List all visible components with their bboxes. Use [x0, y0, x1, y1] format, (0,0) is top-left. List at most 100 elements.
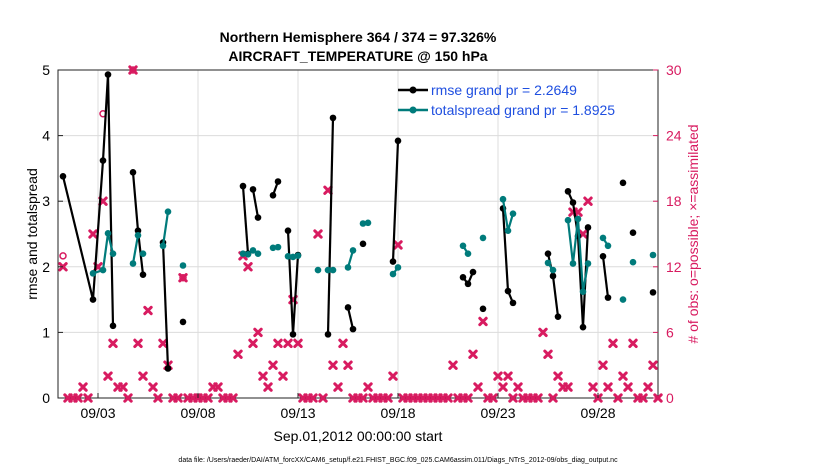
rmse-line-segment	[286, 230, 300, 336]
spread-point	[499, 195, 507, 203]
spread-point	[99, 266, 107, 274]
spread-point	[619, 296, 627, 303]
rmse-point	[134, 227, 142, 235]
rmse-line-segment	[601, 256, 610, 298]
obs-assimilated-marker	[88, 229, 98, 239]
spread-point	[564, 216, 572, 224]
rmse-point	[59, 172, 67, 180]
obs-assimilated-marker	[318, 393, 328, 403]
x-tick-label: 09/23	[480, 405, 515, 421]
obs-assimilated-marker	[203, 393, 213, 403]
spread-point	[289, 253, 297, 261]
obs-assimilated-marker	[498, 382, 508, 392]
spread-line-segment	[92, 232, 115, 275]
obs-assimilated-marker	[468, 349, 478, 359]
spread-point	[249, 247, 257, 254]
obs-possible-marker	[179, 273, 187, 282]
spread-point	[164, 208, 172, 215]
obs-assimilated-marker	[503, 371, 513, 381]
rmse-point	[554, 313, 562, 320]
y2-tick-label: 30	[666, 62, 682, 78]
spread-point	[324, 266, 332, 274]
rmse-point	[479, 305, 487, 313]
obs-assimilated-marker	[263, 382, 273, 392]
obs-assimilated-marker	[588, 382, 598, 392]
spread-point	[359, 220, 367, 227]
rmse-line-segment	[241, 186, 250, 254]
obs-assimilated-marker	[473, 382, 483, 392]
chart-subtitle: AIRCRAFT_TEMPERATURE @ 150 hPa	[228, 48, 487, 64]
rmse-point	[569, 199, 577, 206]
spread-point	[569, 260, 577, 267]
rmse-point	[284, 227, 292, 235]
y-tick-label: 4	[42, 128, 50, 144]
obs-assimilated-marker	[388, 371, 398, 381]
obs-assimilated-marker	[153, 393, 163, 403]
spread-point	[349, 247, 357, 254]
spread-point	[479, 234, 487, 242]
y2-tick-label: 0	[666, 390, 674, 406]
rmse-point	[629, 229, 637, 236]
obs-assimilated-marker	[78, 382, 88, 392]
chart-title: Northern Hemisphere 364 / 374 = 97.326%	[220, 29, 497, 45]
obs-assimilated-marker	[103, 371, 113, 381]
x-axis-ticks: 09/03 09/08 09/13 09/18 09/23 09/28	[80, 393, 616, 421]
obs-assimilated-marker	[553, 371, 563, 381]
obs-assimilated-marker	[603, 382, 613, 392]
obs-assimilated-marker	[178, 273, 188, 283]
rmse-point	[104, 71, 112, 78]
rmse-point	[549, 272, 557, 280]
rmse-point	[509, 299, 517, 307]
obs-count-layer	[58, 65, 663, 403]
obs-assimilated-marker	[118, 382, 128, 392]
rmse-line-segment	[326, 117, 335, 335]
obs-assimilated-marker	[618, 371, 628, 381]
obs-assimilated-marker	[273, 338, 283, 349]
obs-assimilated-marker	[648, 360, 658, 370]
spread-point	[134, 232, 142, 239]
obs-assimilated-marker	[283, 338, 293, 349]
spread-point	[129, 260, 137, 267]
spread-point	[549, 266, 557, 274]
y2-axis-label: # of obs: o=possible; ×=assimilated	[685, 124, 701, 343]
legend-spread-label: totalspread grand pr = 1.8925	[431, 102, 615, 118]
obs-assimilated-marker	[293, 338, 303, 349]
y-tick-label: 0	[42, 390, 50, 406]
obs-assimilated-marker	[538, 327, 548, 338]
obs-assimilated-marker	[278, 371, 288, 381]
spread-point	[104, 230, 112, 237]
spread-line-segment	[131, 235, 140, 264]
rmse-line-segment	[251, 189, 260, 218]
x-tick-label: 09/18	[380, 405, 415, 421]
obs-assimilated-marker	[253, 327, 263, 338]
rmse-point	[464, 280, 472, 288]
plot-area-frame	[57, 69, 659, 399]
spread-point	[294, 252, 302, 259]
spread-point	[344, 264, 352, 271]
spread-point	[239, 250, 247, 257]
spread-point	[579, 288, 587, 296]
spread-point	[649, 251, 657, 259]
rmse-point	[139, 271, 147, 278]
obs-assimilated-marker	[128, 65, 138, 75]
x-tick-label: 09/08	[180, 405, 215, 421]
spread-point	[604, 242, 612, 250]
spread-point	[139, 250, 147, 257]
obs-assimilated-marker	[258, 371, 268, 381]
spread-point	[509, 210, 517, 217]
grid-lines	[58, 69, 658, 399]
obs-assimilated-marker	[608, 338, 618, 349]
obs-assimilated-marker	[213, 382, 223, 392]
obs-assimilated-marker	[488, 393, 498, 403]
spread-point	[389, 270, 397, 278]
spread-point	[159, 242, 167, 250]
spread-point	[584, 260, 592, 267]
x-tick-label: 09/13	[280, 405, 315, 421]
y2-tick-label: 6	[666, 324, 674, 340]
spread-point	[629, 258, 637, 266]
y2-tick-label: 12	[666, 259, 682, 275]
obs-assimilated-marker	[233, 349, 243, 359]
rmse-point	[254, 214, 262, 221]
rmse-point	[89, 296, 97, 303]
obs-assimilated-marker	[638, 393, 648, 403]
